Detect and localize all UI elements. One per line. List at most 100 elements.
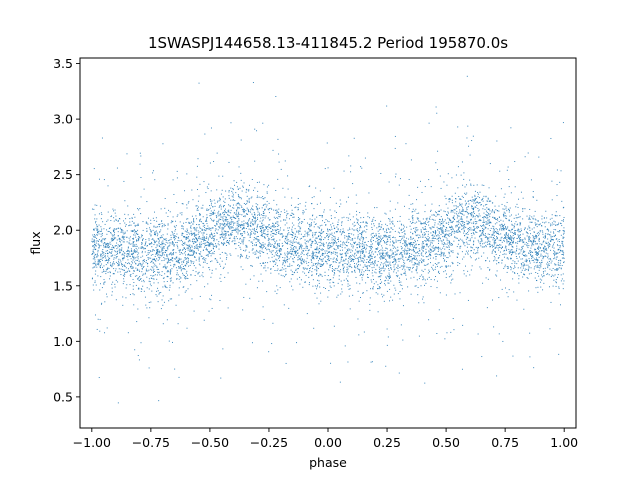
data-point	[161, 299, 163, 301]
data-point	[130, 264, 132, 266]
data-point	[550, 237, 552, 239]
data-point	[176, 278, 178, 280]
data-point	[274, 252, 276, 254]
data-point	[358, 260, 359, 262]
data-point	[225, 241, 227, 243]
data-point	[120, 244, 122, 246]
data-point	[314, 263, 316, 265]
data-point	[517, 240, 519, 242]
data-point	[203, 181, 205, 183]
data-point	[98, 244, 100, 246]
data-point	[505, 253, 507, 255]
data-point	[302, 271, 304, 273]
data-point	[433, 235, 435, 237]
data-point	[379, 271, 381, 273]
data-point	[398, 260, 400, 262]
data-point	[118, 227, 120, 229]
data-point	[449, 219, 451, 221]
data-point	[344, 252, 346, 254]
data-point	[201, 243, 203, 245]
data-point	[147, 262, 149, 264]
data-point	[510, 258, 512, 260]
data-point	[321, 224, 323, 226]
data-point	[260, 230, 262, 232]
data-point	[130, 253, 132, 255]
data-point	[246, 201, 248, 203]
data-point	[211, 294, 213, 296]
data-point	[262, 217, 264, 219]
data-point	[484, 216, 486, 218]
data-point	[92, 267, 94, 269]
data-point	[471, 207, 473, 209]
data-point	[333, 248, 335, 250]
data-point	[410, 238, 412, 240]
data-point	[92, 245, 94, 247]
data-point	[379, 276, 381, 278]
data-point	[429, 257, 431, 259]
data-point	[201, 229, 203, 231]
data-point	[162, 323, 164, 325]
data-point	[558, 286, 560, 288]
data-point	[479, 230, 481, 232]
data-point	[443, 235, 445, 237]
data-point	[545, 241, 547, 243]
data-point	[397, 246, 399, 248]
data-point	[475, 246, 477, 248]
data-point	[273, 238, 275, 240]
data-point	[437, 234, 439, 236]
data-point	[101, 259, 103, 261]
data-point	[144, 273, 146, 275]
data-point	[163, 245, 165, 247]
data-point	[521, 265, 523, 267]
data-point	[246, 254, 248, 256]
data-point	[232, 189, 234, 191]
data-point	[430, 209, 432, 211]
data-point	[112, 273, 114, 275]
data-point	[156, 266, 158, 268]
data-point	[315, 249, 317, 251]
data-point	[301, 263, 303, 265]
data-point	[275, 96, 277, 97]
data-point	[182, 233, 184, 235]
data-point	[356, 218, 358, 220]
data-point	[520, 239, 522, 241]
data-point	[97, 255, 99, 257]
data-point	[211, 260, 213, 262]
data-point	[132, 268, 134, 270]
data-point	[281, 269, 283, 271]
data-point	[480, 220, 482, 222]
data-point	[105, 269, 107, 271]
data-point	[102, 257, 104, 259]
data-point	[323, 245, 325, 247]
data-point	[93, 229, 95, 231]
data-point	[134, 251, 136, 253]
data-point	[237, 222, 239, 224]
data-point	[209, 162, 211, 164]
data-point	[201, 232, 203, 234]
data-point	[350, 266, 352, 268]
data-point	[341, 222, 343, 224]
data-point	[551, 260, 553, 262]
data-point	[245, 188, 247, 190]
data-point	[274, 226, 276, 228]
data-point	[444, 259, 446, 261]
data-point	[370, 241, 372, 243]
data-point	[153, 233, 155, 235]
data-point	[510, 239, 512, 241]
data-point	[399, 236, 401, 237]
data-point	[342, 265, 344, 267]
data-point	[91, 240, 93, 242]
data-point	[206, 249, 208, 251]
data-point	[323, 253, 325, 255]
data-point	[299, 283, 301, 285]
data-point	[198, 82, 200, 84]
data-point	[114, 250, 116, 252]
data-point	[532, 251, 534, 253]
data-point	[227, 220, 229, 222]
data-point	[422, 270, 424, 272]
data-point	[297, 249, 299, 251]
data-point	[316, 216, 318, 218]
data-point	[439, 238, 441, 240]
data-point	[389, 238, 391, 240]
data-point	[389, 300, 391, 302]
